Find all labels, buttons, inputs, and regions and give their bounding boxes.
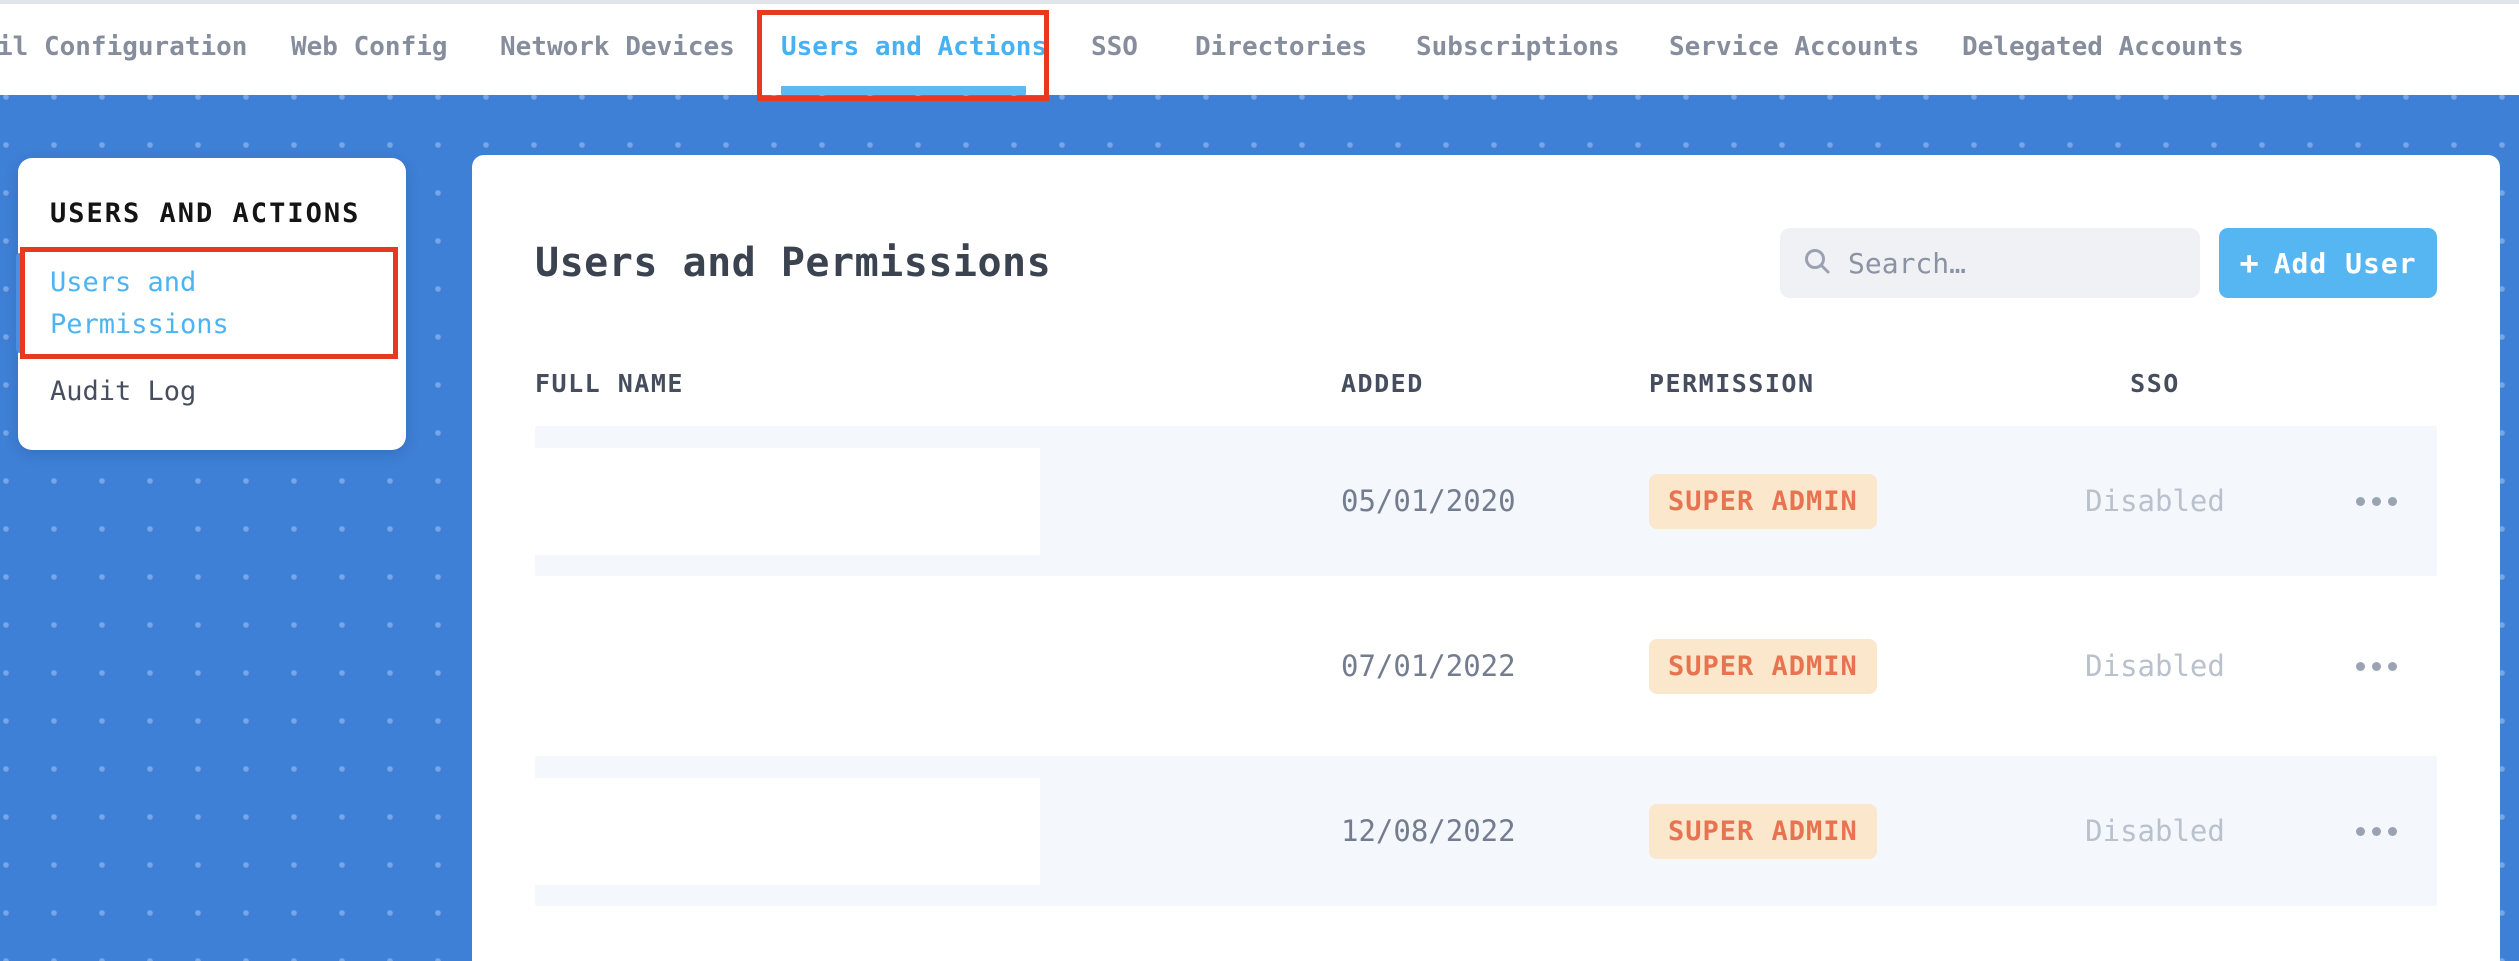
column-header-sso: SSO <box>2130 368 2180 398</box>
tab-users-and-actions[interactable]: Users and Actions <box>781 32 1048 62</box>
table-body: 05/01/2020 SUPER ADMIN Disabled 07/01/20… <box>535 426 2437 906</box>
permission-badge: SUPER ADMIN <box>1649 473 1877 529</box>
tab-subscriptions[interactable]: Subscriptions <box>1416 32 1620 62</box>
tab-network-devices[interactable]: Network Devices <box>500 32 735 62</box>
search-box[interactable] <box>1780 228 2200 298</box>
add-user-button[interactable]: + Add User <box>2219 228 2437 298</box>
full-name-redacted <box>535 447 1040 555</box>
tab-service-accounts[interactable]: Service Accounts <box>1669 32 1920 62</box>
tab-web-config[interactable]: Web Config <box>291 32 448 62</box>
column-header-added: ADDED <box>1341 368 1424 398</box>
sidebar-item-users-and-permissions[interactable]: Users and Permissions <box>50 267 229 340</box>
sso-status: Disabled <box>2085 484 2225 518</box>
full-name-redacted <box>535 612 1040 720</box>
search-icon <box>1802 246 1832 280</box>
main-card: Users and Permissions + Add User FULL NA… <box>472 155 2500 961</box>
tab-sso[interactable]: SSO <box>1091 32 1138 62</box>
plus-icon: + <box>2239 244 2260 282</box>
tab-delegated-accounts[interactable]: Delegated Accounts <box>1962 32 2244 62</box>
sidebar-card: USERS AND ACTIONS Users and Permissions … <box>16 158 406 450</box>
tab-directories[interactable]: Directories <box>1195 32 1368 62</box>
full-name-redacted <box>535 777 1040 885</box>
window-top-edge <box>0 0 2519 4</box>
sidebar-heading: USERS AND ACTIONS <box>50 198 361 229</box>
more-options-icon[interactable] <box>2346 652 2407 681</box>
added-date: 05/01/2020 <box>1341 484 1516 518</box>
more-options-icon[interactable] <box>2346 487 2407 516</box>
permission-badge: SUPER ADMIN <box>1649 803 1877 859</box>
column-header-permission: PERMISSION <box>1649 368 1815 398</box>
page-title: Users and Permissions <box>535 240 1052 286</box>
tab-email-configuration[interactable]: il Configuration <box>0 32 248 62</box>
sso-status: Disabled <box>2085 649 2225 683</box>
table-row: 05/01/2020 SUPER ADMIN Disabled <box>535 426 2437 576</box>
more-options-icon[interactable] <box>2346 817 2407 846</box>
column-header-full-name: FULL NAME <box>535 368 684 398</box>
permission-badge: SUPER ADMIN <box>1649 638 1877 694</box>
sso-status: Disabled <box>2085 814 2225 848</box>
active-tab-underline <box>781 86 1026 95</box>
add-user-label: Add User <box>2273 246 2417 280</box>
added-date: 12/08/2022 <box>1341 814 1516 848</box>
table-row: 07/01/2022 SUPER ADMIN Disabled <box>535 591 2437 741</box>
added-date: 07/01/2022 <box>1341 649 1516 683</box>
top-nav: il Configuration Web Config Network Devi… <box>0 0 2519 101</box>
search-input[interactable] <box>1848 246 2178 280</box>
annotation-box-active-tab <box>757 10 1049 101</box>
main-header: Users and Permissions + Add User <box>535 228 2437 298</box>
annotation-box-sidebar-item <box>20 247 398 359</box>
sidebar-item-audit-log[interactable]: Audit Log <box>50 376 197 407</box>
table-header-row: FULL NAME ADDED PERMISSION SSO <box>535 360 2437 406</box>
table-row: 12/08/2022 SUPER ADMIN Disabled <box>535 756 2437 906</box>
